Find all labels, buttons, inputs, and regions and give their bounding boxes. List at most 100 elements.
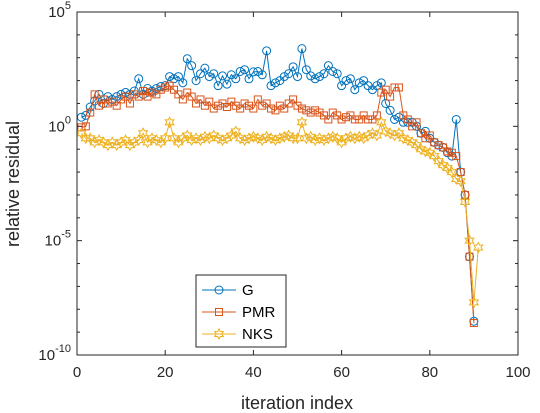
data-point-pmr	[289, 95, 298, 104]
data-point-nks	[279, 130, 290, 143]
data-point-g	[257, 70, 267, 80]
data-point-pmr	[262, 99, 271, 108]
data-point-pmr	[244, 101, 253, 110]
data-point-pmr	[209, 104, 218, 113]
data-point-nks	[221, 132, 233, 145]
data-point-nks	[177, 132, 189, 145]
series-nks	[76, 116, 484, 309]
y-tick-label: 100	[48, 114, 71, 135]
data-point-g	[390, 114, 400, 124]
data-point-pmr	[187, 92, 196, 101]
data-point-nks	[393, 127, 405, 140]
legend-item-g: G	[202, 282, 254, 299]
data-point-nks	[173, 136, 184, 149]
data-point-pmr	[381, 85, 390, 94]
data-point-pmr	[408, 122, 417, 131]
data-point-pmr	[311, 106, 320, 115]
data-point-pmr	[337, 115, 346, 124]
data-point-g	[337, 81, 347, 91]
data-point-g	[451, 114, 461, 124]
x-tick-label: 0	[73, 364, 81, 381]
legend-item-pmr: PMR	[202, 304, 276, 321]
data-point-g	[103, 92, 113, 102]
plot-area	[77, 12, 518, 355]
data-point-nks	[371, 129, 383, 142]
legend-label-g: G	[242, 282, 254, 299]
data-point-g	[354, 78, 364, 88]
series-layer	[76, 44, 484, 328]
data-point-nks	[376, 116, 387, 129]
data-point-nks	[256, 134, 268, 147]
data-point-nks	[80, 132, 92, 145]
data-point-g	[209, 69, 219, 79]
data-point-nks	[428, 150, 440, 163]
data-point-pmr	[174, 90, 183, 99]
data-point-g	[398, 117, 408, 127]
data-point-pmr	[121, 92, 130, 101]
data-point-pmr	[368, 115, 377, 124]
data-point-nks	[129, 136, 140, 149]
data-point-pmr	[271, 106, 280, 115]
data-point-pmr	[342, 113, 351, 122]
series-pmr	[77, 81, 478, 328]
data-point-pmr	[130, 90, 139, 99]
data-point-nks	[464, 234, 475, 247]
data-point-nks	[442, 161, 453, 175]
data-point-g	[178, 78, 188, 88]
data-point-pmr	[178, 95, 187, 104]
legend-marker-pmr	[215, 308, 223, 316]
data-point-g	[151, 84, 161, 94]
data-point-g	[385, 105, 395, 115]
data-point-pmr	[452, 152, 461, 161]
data-point-nks	[318, 134, 330, 147]
data-point-g	[169, 74, 179, 84]
data-point-g	[266, 81, 276, 91]
data-point-g	[262, 46, 272, 56]
data-point-g	[143, 84, 153, 94]
data-point-pmr	[231, 101, 240, 110]
data-point-g	[235, 67, 245, 77]
data-point-pmr	[165, 81, 174, 90]
y-tick-label: 10-10	[38, 343, 71, 364]
data-point-pmr	[297, 104, 306, 113]
data-point-g	[165, 72, 175, 82]
data-point-pmr	[249, 104, 258, 113]
legend: G PMR NKS	[195, 274, 287, 348]
data-point-g	[191, 76, 201, 86]
data-point-g	[328, 67, 338, 77]
data-point-nks	[84, 132, 96, 145]
data-point-pmr	[465, 252, 474, 261]
y-axis-label: relative residual	[3, 121, 23, 247]
data-point-g	[90, 96, 100, 106]
data-point-pmr	[315, 108, 324, 117]
data-point-g	[306, 71, 316, 81]
data-point-pmr	[227, 97, 236, 106]
data-point-g	[173, 72, 183, 82]
data-point-g	[218, 71, 228, 81]
axes-layer: 0 20 40 60 80 100 10-10 10-5 100 105	[38, 0, 530, 381]
data-point-pmr	[95, 101, 104, 110]
data-point-pmr	[416, 129, 425, 138]
data-point-pmr	[293, 101, 302, 110]
data-point-g	[323, 61, 333, 71]
data-point-pmr	[170, 85, 179, 94]
data-point-pmr	[394, 83, 403, 92]
data-point-g	[310, 74, 320, 84]
data-point-pmr	[152, 90, 161, 99]
data-point-g	[116, 89, 126, 99]
data-point-g	[341, 76, 351, 86]
data-point-g	[134, 74, 144, 84]
data-point-pmr	[346, 111, 355, 120]
series-line-pmr	[81, 85, 475, 324]
data-point-nks	[411, 139, 422, 152]
data-point-pmr	[214, 101, 223, 110]
data-point-pmr	[161, 83, 170, 92]
data-point-nks	[270, 134, 281, 147]
data-point-g	[345, 74, 355, 84]
data-point-nks	[115, 136, 127, 149]
data-point-pmr	[134, 92, 143, 101]
data-point-pmr	[328, 108, 337, 117]
data-point-nks	[336, 136, 347, 149]
data-point-g	[350, 85, 360, 95]
